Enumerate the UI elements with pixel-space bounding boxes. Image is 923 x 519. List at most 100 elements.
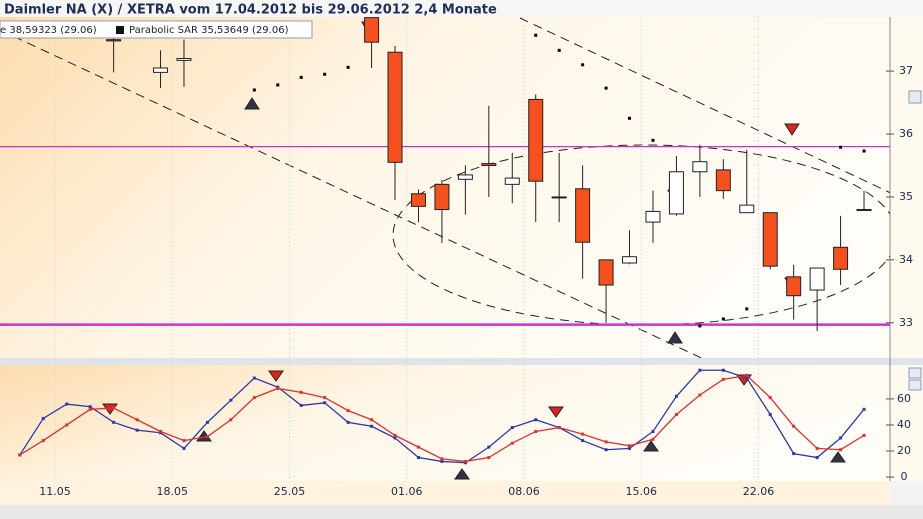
y-tick-label: 34 <box>899 253 913 266</box>
indicator-point <box>651 437 655 441</box>
indicator-point <box>839 436 843 440</box>
y-tick-label: 37 <box>899 64 913 77</box>
indicator-point <box>323 396 327 400</box>
indicator-point <box>299 390 303 394</box>
candle-body <box>364 17 380 43</box>
sell-signal <box>784 123 800 136</box>
candle-body <box>575 188 591 243</box>
legend-entry: Parabolic SAR 35,53649 (29.06) <box>129 25 289 36</box>
sell-signal <box>268 370 284 382</box>
indicator-point <box>393 433 397 437</box>
axes: 33 34 35 36 37 0 20 40 60 11.05 18.05 25.05 01.06 08.… <box>39 17 913 498</box>
indicator-point <box>112 406 116 410</box>
sar-dot <box>628 116 632 120</box>
main-axis-bg <box>890 17 923 358</box>
y-tick-label: 20 <box>897 444 911 457</box>
indicator-point <box>721 377 725 381</box>
indicator-point <box>276 386 280 390</box>
indicator-point <box>557 426 561 430</box>
indicator-point <box>65 423 69 427</box>
lower-plot-bg <box>0 365 890 481</box>
sar-dot <box>252 88 256 92</box>
candle-body <box>528 98 544 182</box>
indicator-point <box>463 459 467 463</box>
signal <box>643 440 659 452</box>
candle-body <box>856 209 872 212</box>
indicator-point <box>745 373 749 377</box>
indicator-point <box>205 435 209 439</box>
y-tick-label: 60 <box>897 392 911 405</box>
candle-body <box>106 39 122 42</box>
legend-box <box>0 20 313 39</box>
indicator-point <box>112 420 116 424</box>
axis-button[interactable] <box>908 90 922 104</box>
indicator-point <box>299 403 303 407</box>
indicator-point <box>581 439 585 443</box>
sar-dot <box>721 317 725 321</box>
x-tick-label: 25.05 <box>274 485 306 498</box>
y-tick-label: 33 <box>899 316 913 329</box>
indicator-point <box>745 376 749 380</box>
indicator-point <box>768 396 772 400</box>
indicator-point <box>41 439 45 443</box>
indicator-point <box>440 459 444 463</box>
sar-dot <box>323 72 327 76</box>
signal <box>244 97 260 110</box>
x-tick-label: 01.06 <box>391 485 423 498</box>
y-tick-label: 36 <box>899 127 913 140</box>
indicator-point <box>815 456 819 460</box>
indicator-point <box>792 452 796 456</box>
title-bar <box>0 0 923 17</box>
indicator-point <box>815 446 819 450</box>
signal <box>830 451 846 463</box>
trend-line <box>519 17 890 194</box>
indicator-point <box>252 396 256 400</box>
axis-button[interactable] <box>908 379 922 391</box>
indicator-point <box>862 433 866 437</box>
indicator-point <box>135 428 139 432</box>
indicator-panel <box>18 368 866 465</box>
indicator-point <box>88 407 92 411</box>
legend: e 38,59323 (29.06) Parabolic SAR 35,5364… <box>0 20 313 39</box>
indicator-point <box>440 457 444 461</box>
candle-body <box>668 171 684 215</box>
legend-swatch <box>116 26 124 34</box>
indicator-point <box>18 453 22 457</box>
status-strip <box>0 505 923 519</box>
candle-body <box>762 212 778 267</box>
x-axis-bg <box>0 481 890 505</box>
indicator-point <box>628 446 632 450</box>
sar-dot <box>745 307 749 311</box>
indicator-point <box>159 429 163 433</box>
indicator-point <box>416 445 420 449</box>
sell-signal <box>548 406 564 418</box>
candle-body <box>622 256 638 264</box>
candle-body <box>692 161 708 173</box>
sar-dot <box>557 48 561 52</box>
sar-dot <box>276 83 280 87</box>
indicator-point <box>674 413 678 417</box>
candle-body <box>457 174 473 180</box>
indicator-point <box>205 420 209 424</box>
x-tick-label: 15.06 <box>626 485 658 498</box>
indicator-point <box>698 393 702 397</box>
candle-body <box>504 177 520 185</box>
indicator-point <box>65 402 69 406</box>
indicator-point <box>604 440 608 444</box>
axis-button[interactable] <box>908 367 922 379</box>
indicator-point <box>182 439 186 443</box>
indicator-point <box>135 418 139 422</box>
candle-body <box>809 267 825 291</box>
indicator-point <box>698 368 702 372</box>
indicator-point <box>792 424 796 428</box>
indicator-point <box>721 368 725 372</box>
x-tick-label: 22.06 <box>743 485 775 498</box>
indicator-point <box>229 398 233 402</box>
indicator-point <box>534 429 538 433</box>
legend-entry: e 38,59323 (29.06) <box>0 25 97 36</box>
indicator-point <box>487 445 491 449</box>
indicator-point <box>346 409 350 413</box>
indicator-point <box>346 420 350 424</box>
